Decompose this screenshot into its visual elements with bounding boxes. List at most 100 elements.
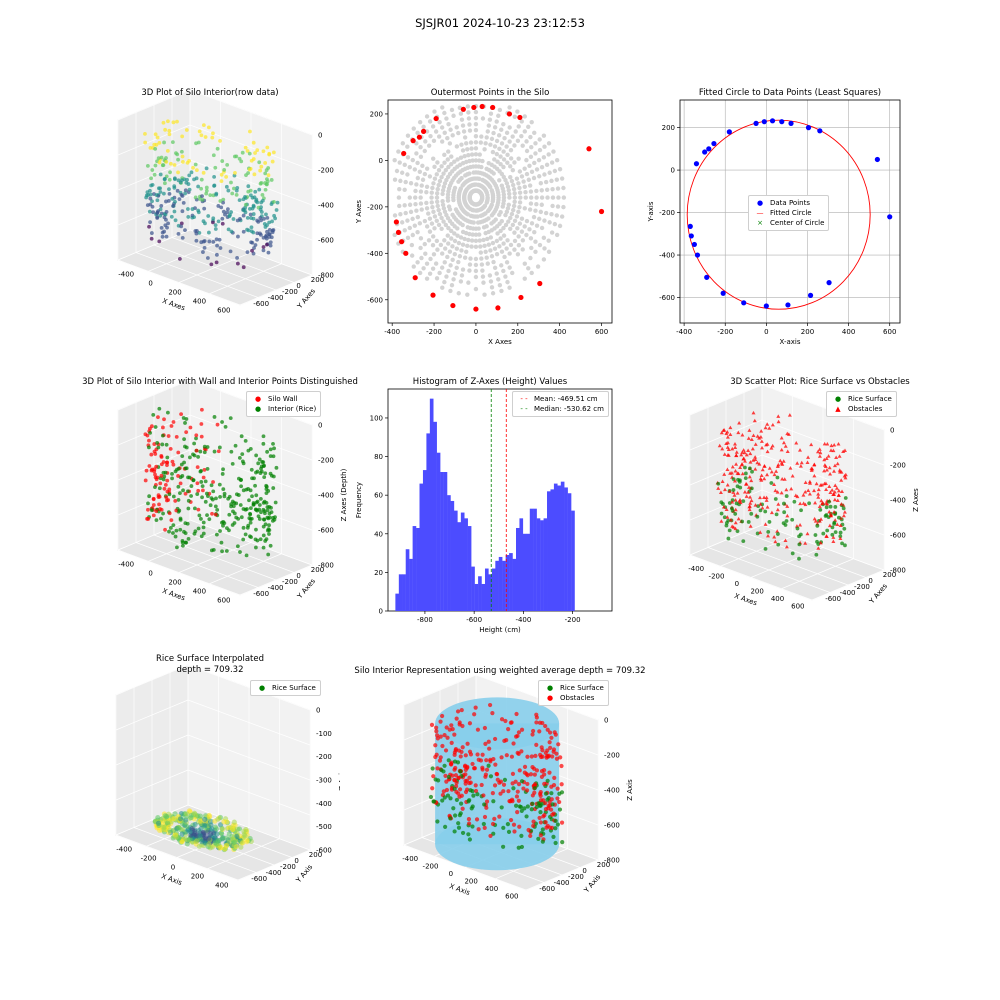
chart-wall-interior-3d: -4000200400600-600-400-20002000-200-400-… xyxy=(117,379,348,605)
data-marker xyxy=(218,529,222,533)
x-tick-label: 0 xyxy=(764,328,768,336)
data-marker xyxy=(519,844,525,850)
data-marker xyxy=(200,194,204,199)
y-axis-label: Y Axes xyxy=(295,577,317,601)
data-point-grey xyxy=(538,209,544,215)
x-tick-label: -400 xyxy=(118,561,134,569)
data-point-grey xyxy=(452,238,458,244)
legend-label: Rice Surface xyxy=(272,684,316,692)
data-point-grey xyxy=(431,209,436,215)
data-marker xyxy=(262,216,266,221)
data-marker xyxy=(432,799,437,804)
y-tick-label: 80 xyxy=(374,453,383,461)
data-marker xyxy=(467,721,473,726)
data-marker xyxy=(254,453,259,458)
data-marker xyxy=(227,214,232,219)
data-marker xyxy=(229,229,234,234)
data-marker xyxy=(200,488,205,493)
data-marker xyxy=(827,465,832,470)
data-point-grey xyxy=(517,169,523,174)
data-point-grey xyxy=(491,130,496,136)
data-marker xyxy=(443,748,449,753)
data-marker xyxy=(148,196,153,201)
data-point-grey xyxy=(452,159,457,164)
data-point-grey xyxy=(463,173,468,178)
data-marker xyxy=(248,188,253,193)
data-point-grey xyxy=(473,146,479,151)
data-marker xyxy=(728,425,733,430)
data-marker xyxy=(149,236,154,241)
data-point-grey xyxy=(452,252,457,257)
data-marker xyxy=(532,785,537,791)
data-point-grey xyxy=(440,188,446,193)
data-point-grey xyxy=(539,202,544,207)
data-marker xyxy=(749,478,754,483)
data-marker xyxy=(773,488,778,493)
data-point-grey xyxy=(528,154,534,159)
x-tick-label: -200 xyxy=(709,572,725,580)
data-point-grey xyxy=(407,225,412,231)
data-point-grey xyxy=(512,160,517,165)
legend-label: Median: -530.62 cm xyxy=(534,405,604,413)
data-marker xyxy=(816,542,821,546)
data-marker xyxy=(167,511,172,516)
data-marker xyxy=(727,528,732,533)
data-marker xyxy=(736,430,741,435)
data-marker xyxy=(454,789,459,794)
legend-item: ● Obstacles xyxy=(543,693,604,703)
data-point-grey xyxy=(534,188,539,194)
data-point-grey xyxy=(517,190,523,195)
data-point-grey xyxy=(496,133,502,138)
y-axis-label: Y Axes xyxy=(867,582,889,606)
data-marker xyxy=(241,229,246,234)
data-marker xyxy=(542,781,547,786)
data-point-grey xyxy=(496,113,501,118)
data-point-grey xyxy=(485,129,490,134)
data-point-grey xyxy=(405,155,411,160)
data-marker xyxy=(195,481,200,486)
legend-label: Interior (Rice) xyxy=(268,405,317,413)
data-marker xyxy=(481,793,486,798)
data-marker xyxy=(775,529,780,533)
surface-point xyxy=(234,833,240,839)
grid-line xyxy=(403,674,477,706)
data-marker xyxy=(514,734,519,739)
data-marker xyxy=(555,822,561,827)
grid-line xyxy=(117,379,191,411)
data-marker xyxy=(251,140,256,145)
data-marker xyxy=(815,449,820,454)
data-point-grey xyxy=(517,204,522,210)
data-marker xyxy=(201,475,206,480)
data-point-grey xyxy=(522,166,527,171)
data-marker xyxy=(237,455,242,460)
data-point-grey xyxy=(495,159,500,164)
data-marker xyxy=(843,475,848,480)
data-marker xyxy=(518,804,524,810)
y-tick-label: -200 xyxy=(282,288,298,296)
data-point-grey xyxy=(505,160,510,165)
data-marker xyxy=(209,262,214,267)
data-point-grey xyxy=(418,144,423,150)
data-marker xyxy=(429,722,435,728)
data-point-grey xyxy=(488,235,494,240)
data-point-grey xyxy=(408,181,414,186)
panel-fitted-circle: Fitted Circle to Data Points (Least Squa… xyxy=(640,80,940,350)
data-point-grey xyxy=(489,254,495,259)
data-marker xyxy=(824,534,829,539)
panel-rice-obstacles-3d: 3D Scatter Plot: Rice Surface vs Obstacl… xyxy=(670,370,970,620)
data-marker xyxy=(785,449,790,453)
data-marker xyxy=(781,440,786,445)
data-marker xyxy=(248,520,253,525)
data-marker xyxy=(836,441,841,446)
histogram-bar xyxy=(474,583,479,611)
data-point-grey xyxy=(473,134,479,139)
data-point-grey xyxy=(488,248,493,253)
data-marker xyxy=(486,739,491,744)
data-marker xyxy=(475,792,480,797)
data-point-grey xyxy=(551,149,556,154)
data-marker xyxy=(772,482,777,486)
data-marker xyxy=(531,819,536,824)
data-marker xyxy=(835,461,840,466)
data-marker xyxy=(254,199,259,204)
y-tick-label: 0 xyxy=(379,157,383,165)
